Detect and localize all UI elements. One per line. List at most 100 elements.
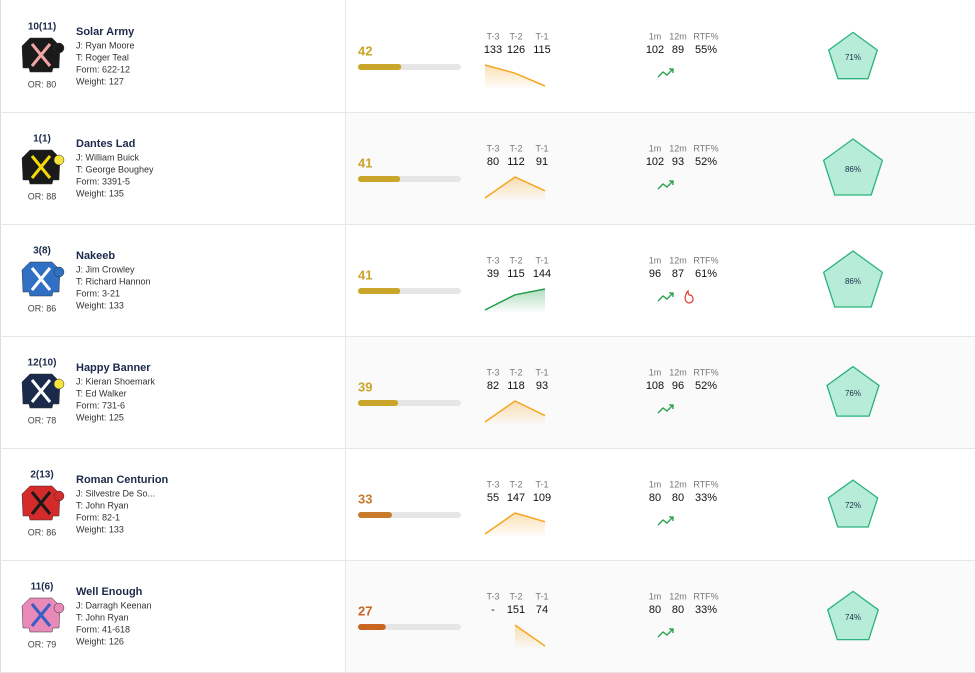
runner-trainer: T: Ed Walker — [76, 388, 127, 398]
rating-bar — [358, 64, 402, 70]
t-value: 82 — [487, 380, 499, 392]
trend-icon — [657, 292, 674, 302]
rating-pentagon — [827, 31, 879, 80]
stat-value: 52% — [695, 156, 717, 168]
rating-value: 27 — [358, 603, 372, 618]
rating-bar — [358, 624, 386, 630]
t-value: - — [491, 604, 495, 616]
stat-value: 89 — [672, 44, 684, 56]
t-label: T-1 — [535, 255, 548, 265]
trend-icon — [657, 68, 674, 78]
horse-name: Dantes Lad — [76, 138, 135, 150]
rating-pentagon — [822, 250, 884, 308]
runner-weight: Weight: 127 — [76, 76, 124, 86]
pentagon-label: 71% — [845, 53, 861, 62]
sparkline — [484, 64, 546, 87]
runner-number: 12(10) — [28, 358, 57, 369]
rating-pentagon — [826, 365, 880, 417]
runner-trainer: T: George Boughey — [76, 164, 154, 174]
trend-icon — [657, 516, 674, 526]
sparkline — [484, 288, 546, 311]
t-value: 147 — [507, 492, 525, 504]
runner-form: Form: 41-618 — [76, 624, 130, 634]
runner-trainer: T: John Ryan — [76, 500, 129, 510]
t-label: T-2 — [509, 255, 522, 265]
rating-bar — [358, 400, 399, 406]
t-value: 109 — [533, 492, 551, 504]
runner-weight: Weight: 135 — [76, 188, 124, 198]
silk-cap — [53, 490, 65, 502]
t-label: T-2 — [509, 591, 522, 601]
stat-label: RTF% — [693, 591, 718, 601]
runner-form: Form: 3-21 — [76, 288, 120, 298]
silk-pattern — [30, 43, 52, 67]
stat-label: 1m — [649, 367, 662, 377]
fire-icon — [684, 289, 694, 304]
stat-value: 96 — [672, 380, 684, 392]
row-shade — [346, 337, 975, 448]
stat-label: 1m — [649, 479, 662, 489]
t-value: 115 — [533, 44, 551, 56]
sparkline-area — [485, 65, 545, 88]
rating-value: 41 — [358, 155, 372, 170]
horse-name: Happy Banner — [76, 362, 151, 374]
stat-label: 12m — [669, 367, 687, 377]
rating-bar — [358, 176, 401, 182]
stat-label: 1m — [649, 255, 662, 265]
runner-row: 12(10) OR: 78 Happy Banner J: Kieran Shoema… — [0, 337, 975, 449]
silk-cap — [53, 602, 65, 614]
t-value: 133 — [484, 44, 502, 56]
official-rating: OR: 88 — [28, 191, 57, 201]
silk-pattern — [30, 491, 52, 515]
t-label: T-1 — [535, 479, 548, 489]
stat-value: 52% — [695, 380, 717, 392]
runner-row: 3(8) OR: 86 Nakeeb J: Jim Crowley T: Richard… — [0, 246, 975, 337]
stat-label: 12m — [669, 255, 687, 265]
t-value: 80 — [487, 156, 499, 168]
sparkline-area — [485, 401, 545, 424]
horse-name: Nakeeb — [76, 250, 115, 262]
row-shade — [346, 561, 975, 672]
stat-label: 1m — [649, 31, 662, 41]
silk-cap — [53, 154, 65, 166]
runner-trainer: T: John Ryan — [76, 612, 129, 622]
stat-label: 12m — [669, 31, 687, 41]
runner-weight: Weight: 125 — [76, 412, 124, 422]
t-label: T-3 — [486, 31, 499, 41]
sparkline-area — [485, 513, 545, 536]
silk-cap — [53, 266, 65, 278]
pentagon-label: 72% — [845, 501, 861, 510]
pentagon-label: 74% — [845, 613, 861, 622]
runner-number: 1(1) — [33, 134, 51, 145]
rating-pentagon — [826, 590, 880, 641]
silk-cap — [53, 42, 65, 54]
stat-value: 80 — [649, 604, 661, 616]
official-rating: OR: 78 — [28, 415, 57, 425]
t-value: 115 — [507, 268, 525, 280]
runner-form: Form: 82-1 — [76, 512, 120, 522]
t-value: 144 — [533, 268, 551, 280]
stat-value: 61% — [695, 268, 717, 280]
runner-row: 10(11) OR: 80 Solar Army J: Ryan Moore T: Ro… — [0, 22, 975, 113]
pentagon-label: 86% — [845, 277, 861, 286]
t-value: 118 — [507, 380, 525, 392]
stat-value: 55% — [695, 44, 717, 56]
runner-jockey: J: Jim Crowley — [76, 264, 135, 274]
sparkline — [484, 400, 546, 423]
stat-value: 102 — [646, 44, 664, 56]
runner-form: Form: 3391-5 — [76, 176, 130, 186]
stat-value: 80 — [649, 492, 661, 504]
runner-number: 10(11) — [28, 22, 56, 33]
rating-value: 41 — [358, 267, 372, 282]
t-value: 74 — [536, 604, 548, 616]
sparkline-area — [485, 289, 545, 312]
trend-icon — [657, 628, 674, 638]
t-label: T-3 — [486, 143, 499, 153]
trend-icon — [657, 404, 674, 414]
stat-label: 12m — [669, 479, 687, 489]
stat-label: 1m — [649, 591, 662, 601]
pentagon-label: 76% — [845, 389, 861, 398]
stat-value: 108 — [646, 380, 664, 392]
